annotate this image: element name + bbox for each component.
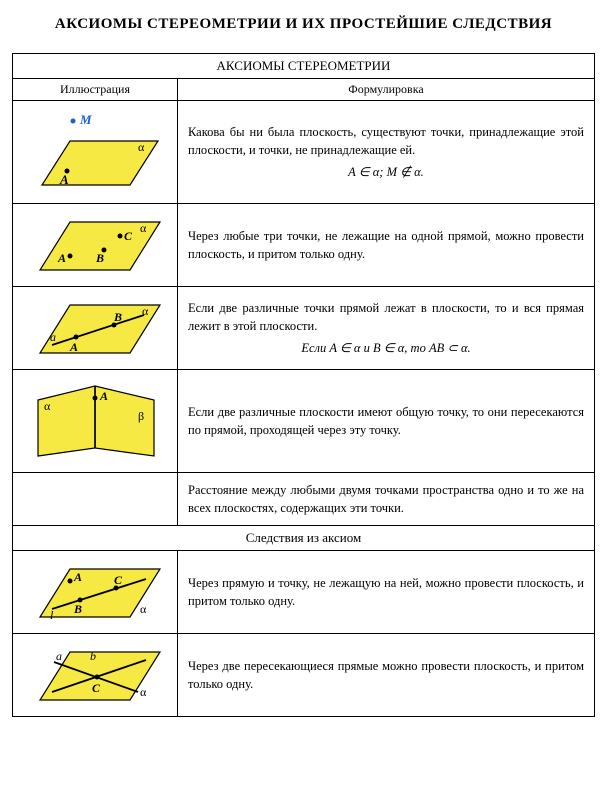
table-row: Расстояние между любыми двумя точками пр… [13,473,595,526]
label-B: B [73,602,82,616]
table-row: α A B C Через любые три точки, не лежащи… [13,204,595,287]
label-A: A [57,251,66,265]
label-B: B [113,310,122,324]
label-alpha: α [138,140,145,154]
illustration-plane-point-outside: M α A [20,107,170,197]
corollary-text: Через две пересекающиеся прямые можно пр… [188,659,584,691]
illustration-empty [13,473,178,526]
label-A: A [69,340,78,354]
label-alpha: α [140,221,147,235]
label-alpha: α [44,399,51,413]
table-row: α a b C Через две пересекающиеся прямые … [13,634,595,717]
section-header-corollaries: Следствия из аксиом [13,526,595,551]
label-A: A [59,172,69,187]
label-C: C [114,573,123,587]
col-header-illustration: Иллюстрация [13,79,178,101]
table-row: α a A B Если две различные точки прямой … [13,287,595,370]
axiom-formula: Если A ∈ α и B ∈ α, то AB ⊂ α. [188,339,584,357]
label-a: a [50,330,56,344]
label-B: B [95,251,104,265]
axiom-text: Если две различные точки прямой лежат в … [188,301,584,333]
page-title: АКСИОМЫ СТЕРЕОМЕТРИИ И ИХ ПРОСТЕЙШИЕ СЛЕ… [12,16,595,33]
section-header-axioms: АКСИОМЫ СТЕРЕОМЕТРИИ [13,54,595,79]
label-C: C [92,681,101,695]
axiom-text: Если две различные плоскости имеют общую… [188,405,584,437]
label-b: b [90,649,96,663]
label-a: a [56,649,62,663]
axiom-formula: A ∈ α; M ∉ α. [188,163,584,181]
illustration-two-planes-intersect: A α β [20,376,170,466]
label-A: A [73,570,82,584]
label-C: C [124,229,133,243]
axiom-text: Какова бы ни была плоскость, существуют … [188,125,584,157]
illustration-three-points: α A B C [20,210,170,280]
col-header-formulation: Формулировка [178,79,595,101]
table-row: M α A Какова бы ни была плоскость, сущес… [13,101,595,204]
axioms-table: АКСИОМЫ СТЕРЕОМЕТРИИ Иллюстрация Формули… [12,53,595,717]
label-beta: β [138,409,144,423]
table-row: A α β Если две различные плоскости имеют… [13,370,595,473]
corollary-text: Через прямую и точку, не лежащую на ней,… [188,576,584,608]
label-M: M [79,112,92,127]
label-A: A [99,389,108,403]
label-alpha: α [140,602,147,616]
table-row: α l A B C Через прямую и точку, не лежащ… [13,551,595,634]
axiom-text: Через любые три точки, не лежащие на одн… [188,229,584,261]
illustration-two-lines-intersect: α a b C [20,640,170,710]
illustration-line-in-plane: α a A B [20,293,170,363]
label-alpha: α [140,685,147,699]
illustration-line-and-point: α l A B C [20,557,170,627]
axiom-text: Расстояние между любыми двумя точками пр… [188,483,584,515]
